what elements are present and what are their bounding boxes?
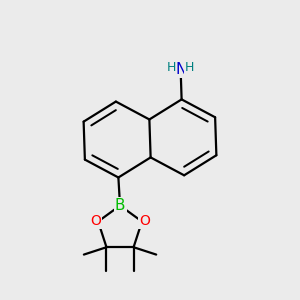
Text: N: N [175,62,186,77]
Text: H: H [167,61,176,74]
Text: H: H [185,61,195,74]
Text: B: B [115,198,125,213]
Text: O: O [139,214,150,228]
Text: O: O [90,214,101,228]
